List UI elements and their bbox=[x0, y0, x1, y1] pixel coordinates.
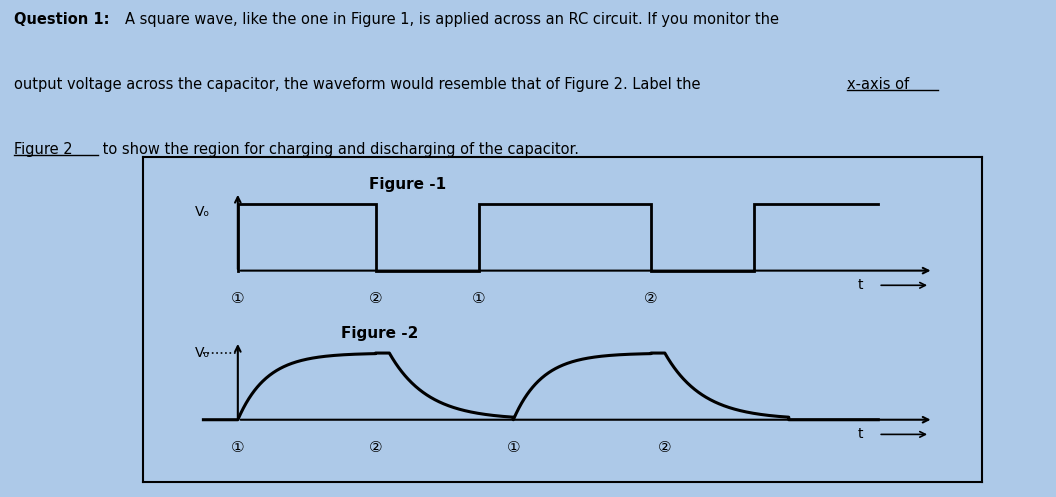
Text: x-axis of: x-axis of bbox=[847, 77, 909, 92]
Text: Vₒ: Vₒ bbox=[195, 346, 210, 360]
Text: ①: ① bbox=[231, 440, 245, 455]
Text: ②: ② bbox=[658, 440, 672, 455]
Text: Vₒ: Vₒ bbox=[195, 205, 210, 219]
Text: t: t bbox=[857, 278, 863, 292]
Text: Figure -2: Figure -2 bbox=[341, 327, 418, 341]
Text: A square wave, like the one in Figure 1, is applied across an RC circuit. If you: A square wave, like the one in Figure 1,… bbox=[125, 12, 778, 27]
Text: t: t bbox=[857, 427, 863, 441]
Text: ①: ① bbox=[507, 440, 521, 455]
Text: Figure -1: Figure -1 bbox=[369, 177, 446, 192]
Text: Figure 2: Figure 2 bbox=[14, 142, 73, 157]
Text: ②: ② bbox=[369, 291, 382, 306]
Text: output voltage across the capacitor, the waveform would resemble that of Figure : output voltage across the capacitor, the… bbox=[14, 77, 704, 92]
Text: Question 1:: Question 1: bbox=[14, 12, 109, 27]
Text: to show the region for charging and discharging of the capacitor.: to show the region for charging and disc… bbox=[98, 142, 579, 157]
Text: ②: ② bbox=[369, 440, 382, 455]
Text: ①: ① bbox=[472, 291, 486, 306]
Text: ①: ① bbox=[231, 291, 245, 306]
Text: ②: ② bbox=[644, 291, 658, 306]
